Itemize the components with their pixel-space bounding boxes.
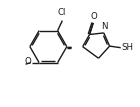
Text: N: N [102,22,108,31]
Text: SH: SH [122,43,134,52]
Text: O: O [25,57,31,66]
Text: Cl: Cl [58,8,66,17]
Text: O: O [91,12,97,21]
